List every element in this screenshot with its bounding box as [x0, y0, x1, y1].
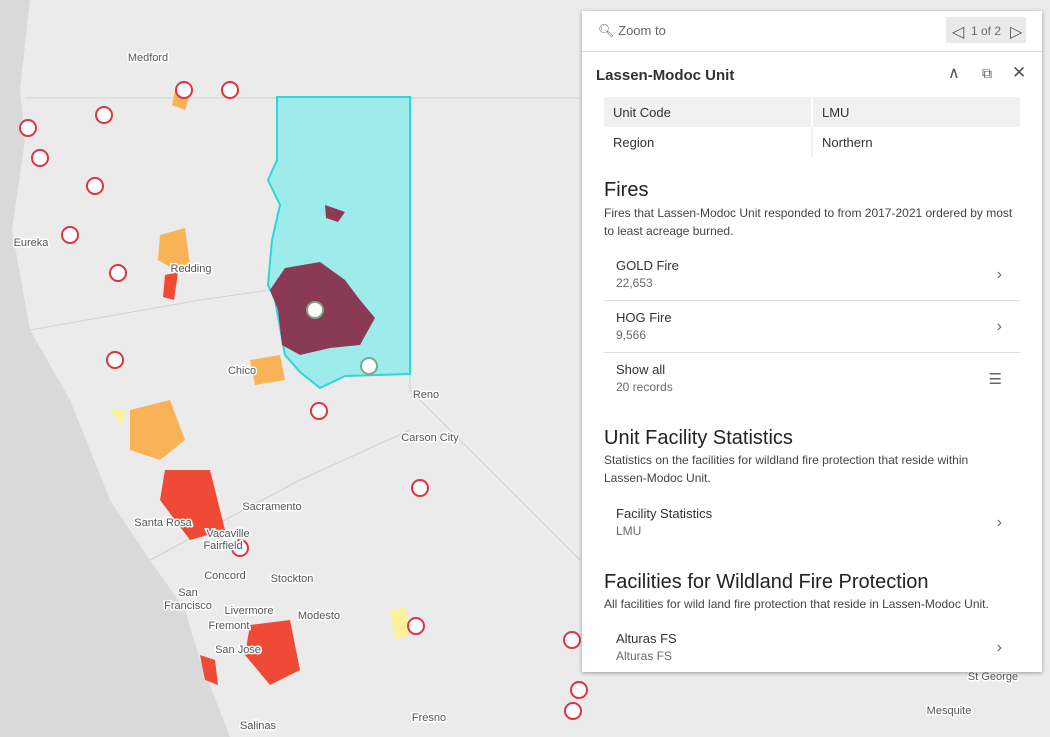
fire-stations: [19, 81, 588, 720]
ocean: [0, 0, 230, 737]
item-title: HOG Fire: [616, 310, 672, 325]
place-label: Vacaville: [206, 528, 249, 540]
list-item[interactable]: HOG Fire 9,566 ›: [604, 300, 1020, 353]
item-title: Show all: [616, 362, 666, 377]
fire-area: [130, 90, 285, 460]
place-label: Fresno: [412, 712, 446, 724]
popup: 🔍︎ Zoom to ◁ 1 of 2 ▷ Lassen-Modoc Unit …: [582, 11, 1042, 672]
place-label: St George: [968, 671, 1018, 683]
place-label: Mesquite: [927, 705, 972, 717]
attr-key: Region: [613, 135, 655, 150]
place-label: Reno: [413, 389, 439, 401]
place-label: Chico: [228, 365, 256, 377]
list-item[interactable]: GOLD Fire 22,653 ›: [604, 248, 1020, 301]
list-item[interactable]: Alturas FS Alturas FS ›: [616, 631, 1002, 663]
item-title: GOLD Fire: [616, 258, 679, 273]
place-label: Concord: [204, 570, 246, 582]
prev[interactable]: ◁: [952, 24, 965, 41]
list-item[interactable]: Facility Statistics LMU ›: [616, 506, 1002, 538]
attr-row: Unit Code LMU: [604, 97, 1020, 127]
place-label: Fairfield: [203, 540, 242, 552]
place-label: Livermore: [225, 605, 274, 617]
place-label: Modesto: [298, 610, 340, 622]
pager-label: 1 of 2: [971, 24, 1002, 38]
item-subtitle: 20 records: [616, 380, 673, 394]
popup-title: Lassen-Modoc Unit: [596, 67, 735, 84]
place-label: Francisco: [164, 600, 212, 612]
section-description: Statistics on the facilities for wildlan…: [604, 453, 969, 485]
pager[interactable]: ◁ 1 of 2 ▷: [946, 17, 1026, 43]
place-label: Stockton: [271, 573, 314, 585]
item-subtitle: 9,566: [616, 328, 647, 342]
attr-key: Unit Code: [613, 105, 671, 120]
place-label: Sacramento: [242, 501, 301, 513]
attr-value: LMU: [822, 105, 850, 120]
section-heading: Facilities for Wildland Fire Protection: [604, 571, 929, 593]
item-title: Alturas FS: [616, 631, 677, 646]
place-label: Medford: [128, 52, 168, 64]
section-heading: Fires: [604, 179, 649, 201]
fire-area: [160, 272, 300, 685]
attr-row: Region Northern: [604, 127, 1020, 157]
place-label: Carson City: [401, 432, 459, 444]
attr-value: Northern: [822, 135, 873, 150]
toolbar: 🔍︎ Zoom to ◁ 1 of 2 ▷: [582, 11, 1042, 52]
place-label: Redding: [171, 263, 212, 275]
dock[interactable]: ⧉: [982, 65, 992, 81]
section-description: Fires that Lassen-Modoc Unit responded t…: [604, 206, 1013, 238]
zoom-to[interactable]: 🔍︎ Zoom to: [598, 23, 666, 38]
section-heading: Unit Facility Statistics: [604, 427, 793, 449]
place-label: San Jose: [215, 644, 261, 656]
burn-area: [270, 205, 375, 355]
item-subtitle: LMU: [616, 524, 642, 538]
section-description: All facilities for wild land fire protec…: [604, 597, 989, 611]
place-label: Salinas: [240, 720, 277, 732]
item-subtitle: 22,653: [616, 276, 653, 290]
list-item[interactable]: Show all 20 records ☰: [616, 362, 1002, 394]
item-subtitle: Alturas FS: [616, 649, 673, 663]
zoom-label[interactable]: Zoom to: [618, 23, 666, 38]
item-title: Facility Statistics: [616, 506, 713, 521]
place-label: San: [178, 587, 198, 599]
next[interactable]: ▷: [1010, 24, 1023, 41]
collapse[interactable]: ∧: [948, 65, 960, 82]
unit-stations: [306, 301, 378, 375]
place-label: Santa Rosa: [134, 517, 192, 529]
place-label: Fremont: [209, 620, 250, 632]
close[interactable]: ✕: [1012, 63, 1027, 82]
place-label: Eureka: [14, 237, 50, 249]
